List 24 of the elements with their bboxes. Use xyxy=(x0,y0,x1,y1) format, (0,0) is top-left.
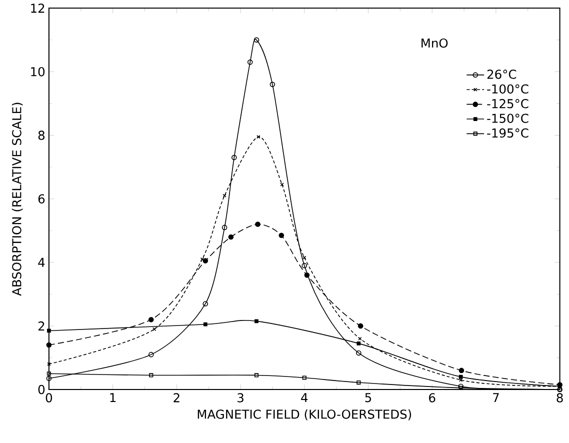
y-tick-label: 8 xyxy=(38,130,44,140)
y-tick-label: 4 xyxy=(38,258,45,268)
x-tick-label: 2 xyxy=(174,393,180,402)
y-tick-label: 10 xyxy=(31,67,45,77)
x-tick-label: 1 xyxy=(110,393,116,402)
legend-label: -125°C xyxy=(487,99,528,108)
x-tick-label: 6 xyxy=(429,393,436,403)
y-tick-label: 12 xyxy=(31,4,44,13)
x-tick-label: 7 xyxy=(493,393,499,402)
legend-label: 26°C xyxy=(487,70,516,80)
legend-label: -195°C xyxy=(487,128,528,138)
y-axis-title: ABSORPTION (RELATIVE SCALE) xyxy=(12,103,23,296)
x-tick-label: 4 xyxy=(301,393,308,402)
legend-label: -100°C xyxy=(487,84,528,94)
annotation: MnO xyxy=(422,38,448,48)
y-tick-label: 2 xyxy=(38,322,44,331)
x-tick-label: 5 xyxy=(365,393,372,402)
x-tick-label: 3 xyxy=(238,393,244,403)
y-tick-label: 0 xyxy=(38,385,45,394)
x-axis-title: MAGNETIC FIELD (KILO-OERSTEDS) xyxy=(198,410,412,420)
y-tick-label: 6 xyxy=(38,194,45,204)
x-tick-label: 0 xyxy=(46,393,52,403)
x-tick-label: 8 xyxy=(556,393,563,403)
legend-label: -150°C xyxy=(487,114,528,124)
